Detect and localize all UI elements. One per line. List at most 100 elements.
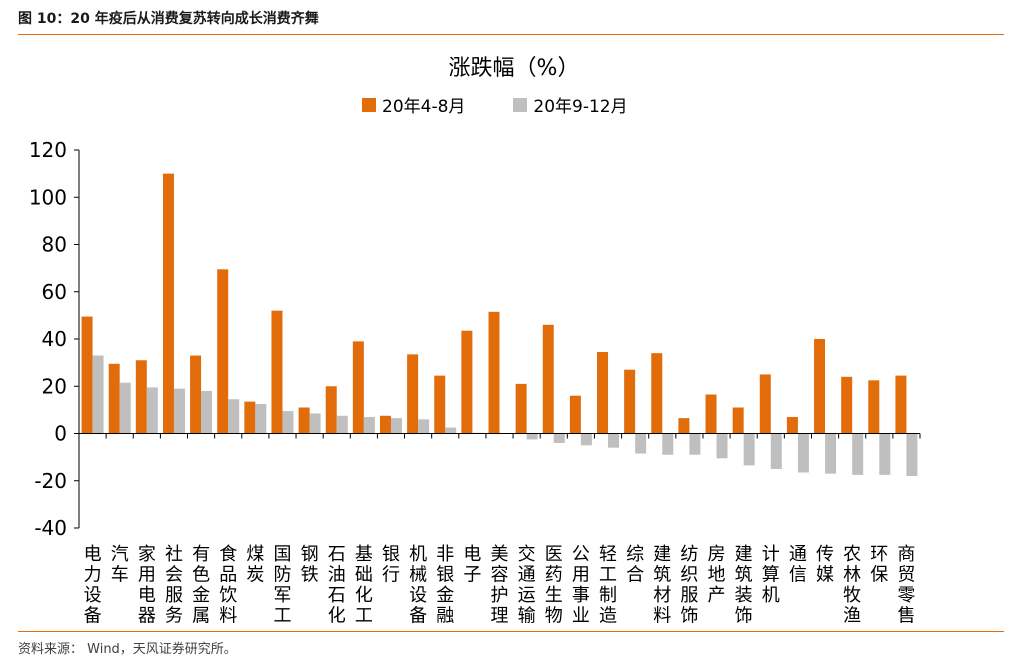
bar-series-1 bbox=[81, 316, 93, 434]
category-label: 建筑材料 bbox=[653, 544, 671, 627]
legend-label-series-1: 20年4-8月 bbox=[382, 97, 466, 117]
chart-legend: 20年4-8月 20年9-12月 bbox=[362, 92, 628, 117]
category-label: 公用事业 bbox=[572, 544, 590, 627]
bar-series-2 bbox=[526, 433, 538, 440]
bar-series-1 bbox=[651, 353, 663, 434]
bar-series-1 bbox=[217, 269, 229, 434]
bar-series-1 bbox=[298, 407, 310, 434]
bar-series-1 bbox=[244, 401, 256, 434]
bar-series-2 bbox=[146, 387, 158, 434]
bar-series-1 bbox=[841, 376, 853, 434]
bar-series-2 bbox=[418, 419, 430, 434]
bar-series-1 bbox=[162, 173, 174, 434]
bar-series-1 bbox=[597, 351, 609, 434]
legend-item-series-1: 20年4-8月 bbox=[362, 92, 465, 117]
bar-series-1 bbox=[352, 341, 364, 434]
category-label: 机械设备 bbox=[409, 544, 427, 627]
bar-series-2 bbox=[228, 399, 240, 434]
category-label: 房地产 bbox=[708, 544, 726, 606]
category-label: 社会服务 bbox=[165, 544, 183, 627]
bar-series-2 bbox=[553, 433, 565, 443]
legend-swatch-series-1 bbox=[362, 97, 376, 112]
bar-series-2 bbox=[689, 433, 701, 455]
y-tick-label: -20 bbox=[34, 469, 67, 493]
category-label: 煤炭 bbox=[246, 544, 264, 586]
category-label: 电力设备 bbox=[84, 544, 102, 627]
y-tick-label: 60 bbox=[42, 280, 67, 304]
category-label: 国防军工 bbox=[273, 544, 291, 627]
bar-series-1 bbox=[434, 375, 446, 434]
bar-series-2 bbox=[608, 433, 620, 448]
category-label: 轻工制造 bbox=[599, 544, 617, 627]
footer-divider bbox=[18, 631, 1004, 632]
bar-series-1 bbox=[108, 363, 120, 434]
category-label: 传媒 bbox=[816, 544, 834, 586]
bar-series-2 bbox=[336, 415, 348, 434]
bar-series-2 bbox=[770, 433, 782, 469]
bar-series-2 bbox=[363, 416, 375, 434]
figure-header: 图 10：20 年疫后从消费复苏转向成长消费齐舞 bbox=[18, 11, 319, 27]
bar-series-1 bbox=[488, 311, 500, 434]
category-label: 有色金属 bbox=[192, 544, 210, 627]
bar-series-2 bbox=[173, 388, 185, 434]
category-label: 银行 bbox=[382, 544, 400, 586]
legend-swatch-series-2 bbox=[513, 97, 528, 112]
bar-series-2 bbox=[852, 433, 864, 475]
category-label: 石油石化 bbox=[328, 544, 346, 627]
bar-series-2 bbox=[92, 355, 104, 434]
category-label: 农林牧渔 bbox=[843, 544, 861, 627]
bar-series-1 bbox=[624, 369, 636, 434]
bar-series-2 bbox=[282, 411, 294, 434]
legend-label-series-2: 20年9-12月 bbox=[533, 97, 628, 117]
bar-series-2 bbox=[635, 433, 647, 454]
bar-series-2 bbox=[255, 403, 267, 434]
category-label: 美容护理 bbox=[491, 544, 509, 627]
bar-series-1 bbox=[814, 339, 826, 434]
y-tick-label: 0 bbox=[54, 422, 67, 446]
bar-series-1 bbox=[759, 374, 771, 434]
bar-series-1 bbox=[569, 395, 581, 434]
bar-series-1 bbox=[325, 386, 337, 434]
bar-series-2 bbox=[906, 433, 918, 477]
y-tick-label: 20 bbox=[42, 374, 67, 398]
bar-series-1 bbox=[407, 354, 419, 434]
bar-series-1 bbox=[868, 380, 880, 434]
chart-title: 涨跌幅（%） bbox=[448, 56, 580, 81]
bar-series-2 bbox=[119, 382, 131, 434]
bar-series-2 bbox=[201, 390, 213, 434]
header-divider bbox=[18, 34, 1004, 35]
category-label: 家用电器 bbox=[138, 544, 156, 627]
bar-series-2 bbox=[390, 418, 402, 434]
bar-series-1 bbox=[271, 310, 283, 434]
bar-series-1 bbox=[135, 360, 147, 434]
bar-series-2 bbox=[662, 433, 674, 455]
category-label: 钢铁 bbox=[301, 544, 319, 586]
bar-series-1 bbox=[786, 416, 798, 434]
bar-series-2 bbox=[743, 433, 755, 466]
category-label: 综合 bbox=[626, 544, 644, 586]
bar-series-2 bbox=[879, 433, 891, 475]
category-label: 食品饮料 bbox=[219, 544, 237, 627]
category-label: 非银金融 bbox=[436, 544, 454, 627]
category-label: 电子 bbox=[463, 544, 481, 586]
category-label: 通信 bbox=[789, 544, 807, 586]
bar-series-2 bbox=[825, 433, 837, 474]
bar-series-1 bbox=[705, 394, 717, 434]
bar-series-2 bbox=[580, 433, 592, 446]
bar-series-1 bbox=[895, 375, 907, 434]
y-tick-label: 80 bbox=[42, 233, 67, 257]
y-tick-label: 40 bbox=[42, 327, 67, 351]
bar-series-1 bbox=[678, 418, 690, 434]
bar-series-2 bbox=[445, 427, 457, 434]
category-label: 医药生物 bbox=[545, 544, 563, 627]
source-note: 资料来源： Wind，天风证券研究所。 bbox=[18, 642, 237, 657]
bar-series-1 bbox=[461, 330, 473, 434]
category-label: 基础化工 bbox=[355, 544, 373, 627]
bar-series-2 bbox=[716, 433, 728, 459]
bar-series-2 bbox=[309, 413, 321, 434]
bar-series-1 bbox=[379, 415, 391, 434]
y-tick-label: 100 bbox=[29, 185, 67, 209]
category-label: 环保 bbox=[870, 544, 888, 586]
y-tick-label: 120 bbox=[29, 138, 67, 162]
